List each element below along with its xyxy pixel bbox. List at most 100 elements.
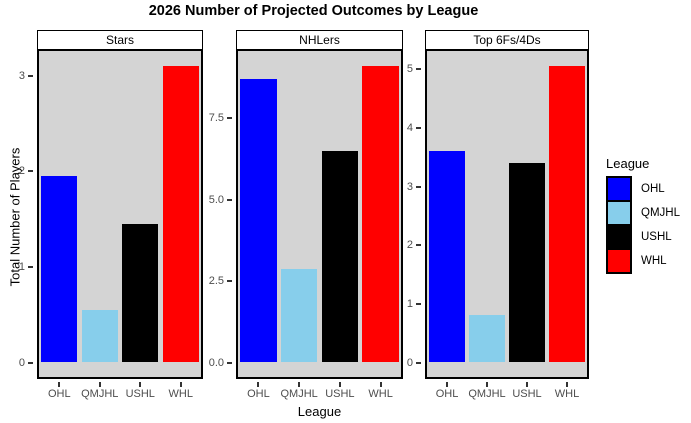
y-tick-mark	[28, 266, 33, 269]
y-tick-mark	[28, 170, 33, 173]
legend-key-swatch	[606, 200, 632, 226]
y-tick-mark	[28, 74, 33, 77]
y-tick-label: 0.0	[208, 356, 224, 369]
y-tick-label: 0	[406, 356, 413, 369]
legend-key-label: OHL	[641, 183, 665, 195]
x-tick-label: QMJHL	[468, 387, 506, 400]
legend-key-label: USHL	[641, 231, 672, 243]
facet-strip-label: Stars	[105, 33, 134, 47]
x-tick-label: WHL	[554, 387, 580, 400]
y-tick-mark	[416, 361, 421, 364]
x-tick-label: QMJHL	[81, 387, 119, 400]
x-axis: OHL QMJHL USHL WHL	[427, 381, 587, 404]
legend-title: League	[606, 156, 650, 171]
x-tick-mark	[338, 381, 341, 387]
bar-whl	[162, 65, 199, 363]
x-tick-label: USHL	[512, 387, 542, 400]
y-tick-label: 2	[18, 165, 25, 178]
legend-key-swatch	[606, 176, 632, 202]
y-tick-mark	[416, 68, 421, 71]
bar-ushl	[321, 150, 359, 363]
y-tick-label: 5.0	[208, 193, 224, 206]
bar-whl	[362, 65, 399, 363]
legend-item-ohl: OHL	[606, 176, 680, 202]
legend-keys: OHL QMJHL USHL WHL	[606, 176, 680, 274]
y-tick-label: 0	[18, 356, 25, 369]
legend-key-swatch	[606, 224, 632, 250]
x-tick-label: WHL	[368, 387, 393, 400]
x-tick-label: USHL	[325, 387, 355, 400]
x-axis: OHL QMJHL USHL WHL	[39, 381, 201, 404]
facet-nhlers: NHLers 0.0 2.5 5.0 7.5 OHL QMJHL USHL WHL	[209, 30, 403, 400]
y-axis: 0 1 2 3 4 5	[383, 52, 421, 378]
legend-item-qmjhl: QMJHL	[606, 200, 680, 226]
facet-strip: Stars	[37, 30, 203, 49]
plot-panel	[37, 49, 203, 379]
bar-qmjhl	[469, 315, 505, 363]
y-tick-label: 3	[406, 180, 413, 193]
y-tick-label: 2.5	[208, 275, 224, 288]
bar-ohl	[41, 175, 78, 363]
bar-ushl	[509, 162, 545, 363]
chart-title: 2026 Number of Projected Outcomes by Lea…	[148, 3, 479, 19]
y-tick-mark	[227, 361, 232, 364]
plot-panel	[425, 49, 589, 379]
x-axis-title: League	[297, 404, 342, 419]
y-axis: 0.0 2.5 5.0 7.5	[194, 52, 232, 378]
y-axis: 0 1 2 3	[0, 52, 33, 378]
y-tick-mark	[416, 126, 421, 129]
y-tick-label: 2	[406, 239, 413, 252]
bar-ushl	[122, 223, 159, 363]
y-tick-mark	[416, 302, 421, 305]
y-tick-label: 3	[18, 69, 25, 82]
legend-item-whl: WHL	[606, 248, 680, 274]
x-tick-label: OHL	[47, 387, 71, 400]
legend: League OHL QMJHL USHL WHL	[606, 156, 680, 279]
x-axis: OHL QMJHL USHL WHL	[238, 381, 401, 404]
x-tick-label: OHL	[247, 387, 270, 400]
legend-item-ushl: USHL	[606, 224, 680, 250]
bar-qmjhl	[280, 269, 318, 363]
bar-whl	[549, 65, 585, 363]
plot-panel	[236, 49, 403, 379]
y-tick-label: 5	[406, 63, 413, 76]
y-tick-mark	[28, 361, 33, 364]
y-tick-label: 7.5	[208, 112, 224, 125]
x-tick-label: QMJHL	[280, 387, 318, 400]
facet-strip: Top 6Fs/4Ds	[425, 30, 589, 49]
x-tick-label: OHL	[435, 387, 459, 400]
legend-key-label: WHL	[641, 255, 667, 267]
bar-qmjhl	[81, 309, 118, 363]
y-tick-mark	[416, 185, 421, 188]
y-tick-label: 4	[406, 121, 413, 134]
x-tick-mark	[446, 381, 448, 387]
x-tick-mark	[257, 381, 260, 387]
y-tick-mark	[227, 198, 232, 201]
y-tick-mark	[227, 117, 232, 120]
x-tick-label: USHL	[125, 387, 155, 400]
legend-key-label: QMJHL	[641, 207, 680, 219]
y-tick-label: 1	[18, 261, 25, 274]
facet-stars: Stars 0 1 2 3 OHL QMJHL USHL WHL	[19, 30, 203, 400]
x-tick-mark	[179, 381, 182, 387]
facet-strip-label: Top 6Fs/4Ds	[473, 33, 541, 47]
legend-key-swatch	[606, 248, 632, 274]
facet-strip-label: NHLers	[299, 33, 340, 47]
x-tick-mark	[486, 381, 488, 387]
x-tick-mark	[58, 381, 61, 387]
x-tick-mark	[298, 381, 301, 387]
facet-top6fs4ds: Top 6Fs/4Ds 0 1 2 3 4 5 OHL QMJHL USHL WHL	[407, 30, 589, 400]
x-tick-mark	[379, 381, 382, 387]
x-tick-mark	[566, 381, 568, 387]
bar-ohl	[240, 78, 277, 363]
y-tick-mark	[227, 280, 232, 283]
x-tick-mark	[526, 381, 528, 387]
x-tick-mark	[98, 381, 101, 387]
facet-strip: NHLers	[236, 30, 403, 49]
y-tick-label: 1	[406, 297, 413, 310]
x-tick-label: WHL	[168, 387, 193, 400]
x-tick-mark	[139, 381, 142, 387]
y-tick-mark	[416, 244, 421, 247]
bar-ohl	[429, 150, 465, 363]
